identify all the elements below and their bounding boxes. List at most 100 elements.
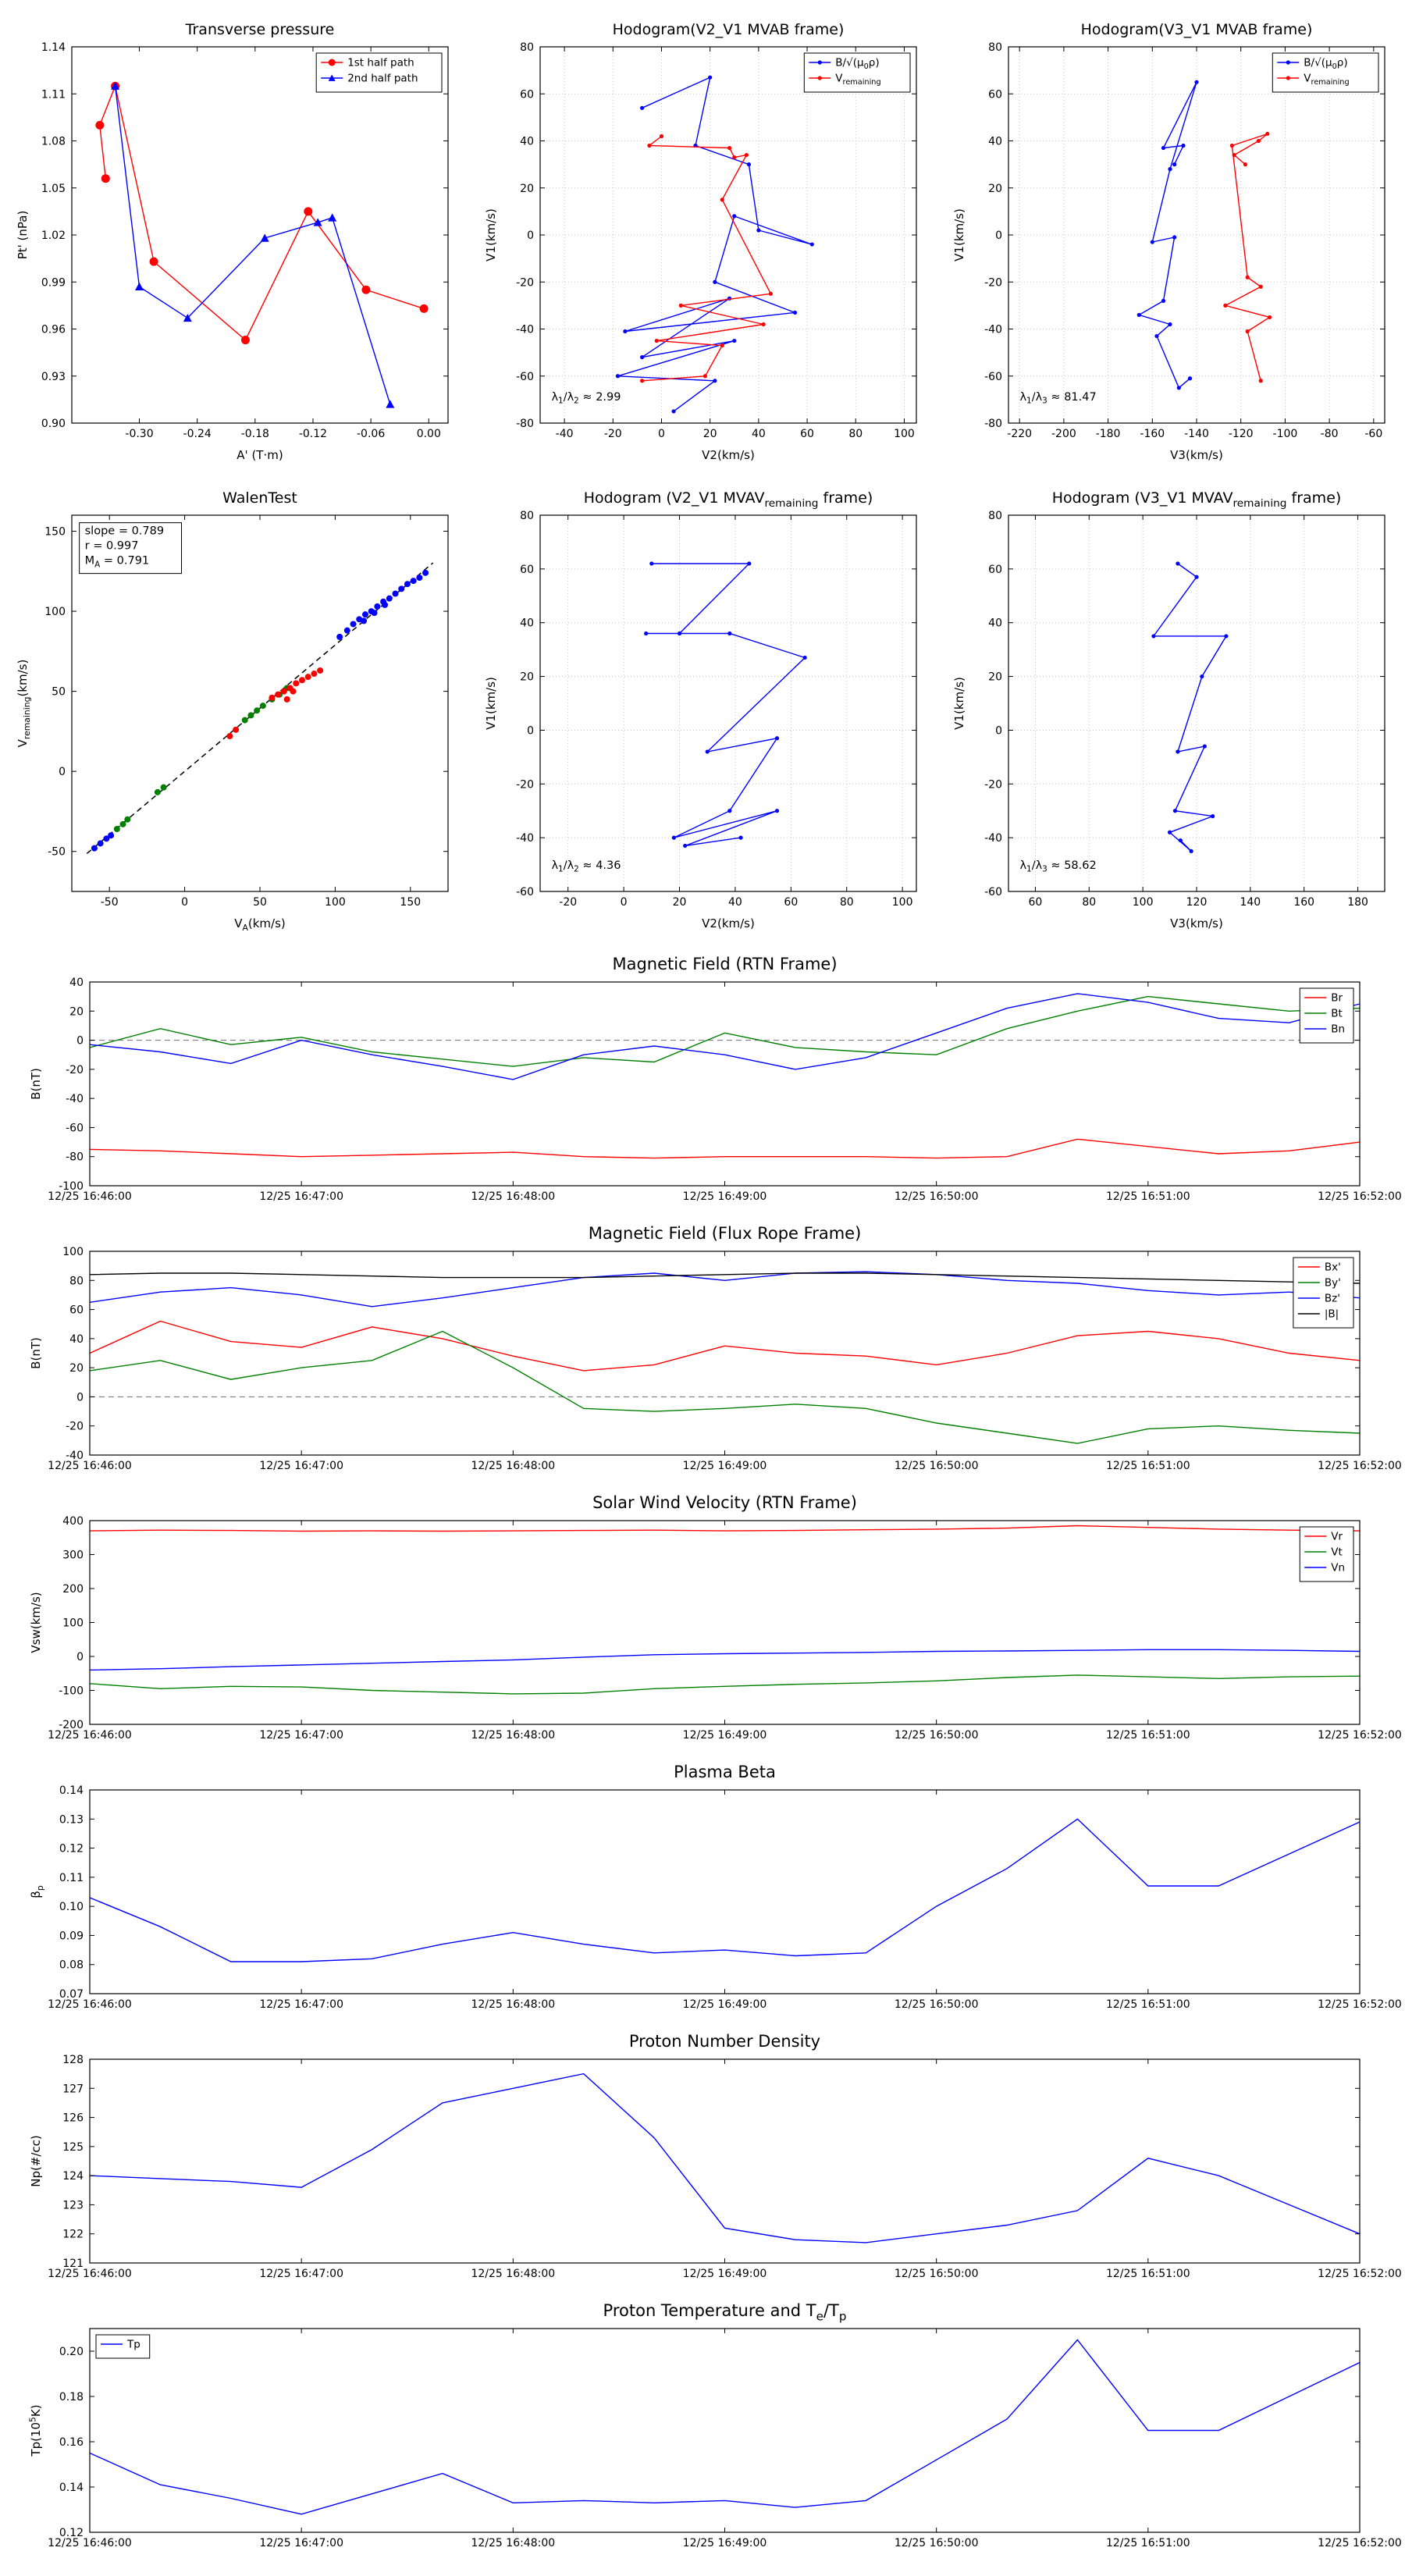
svg-text:-100: -100 <box>59 1685 84 1698</box>
svg-text:121: 121 <box>62 2258 84 2270</box>
svg-text:1.02: 1.02 <box>41 229 66 242</box>
svg-text:12/25 16:52:00: 12/25 16:52:00 <box>1318 2268 1402 2280</box>
svg-text:1.11: 1.11 <box>41 88 66 101</box>
svg-text:-20: -20 <box>516 276 534 289</box>
svg-text:300: 300 <box>62 1550 84 1562</box>
svg-text:Vn: Vn <box>1331 1562 1345 1574</box>
svg-text:100: 100 <box>894 428 915 440</box>
timeseries-stack: 12/25 16:46:00 12/25 16:47:00 12/25 16:48:… <box>0 948 1405 2564</box>
svg-text:Tp: Tp <box>126 2339 140 2351</box>
svg-text:0: 0 <box>76 1391 84 1404</box>
svg-text:Br: Br <box>1331 992 1343 1005</box>
svg-text:12/25 16:52:00: 12/25 16:52:00 <box>1318 1998 1402 2011</box>
svg-text:-40: -40 <box>984 832 1002 845</box>
chart-plasma-beta: 12/25 16:46:00 12/25 16:47:00 12/25 16:48:… <box>0 1756 1405 2025</box>
chart-hodogram-v3v1-mvab: -220 -200 -180 -160 -140 -120 -100 -80 -60 -80 -60… <box>937 11 1405 471</box>
svg-text:Proton Number Density: Proton Number Density <box>629 2032 820 2051</box>
chart-svg-hodogram-v3v1-mvab: -220 -200 -180 -160 -140 -120 -100 -80 -60-80-60… <box>952 21 1385 462</box>
svg-text:Magnetic Field (RTN Frame): Magnetic Field (RTN Frame) <box>612 955 837 973</box>
svg-text:βp: βp <box>29 1885 45 1898</box>
chart-svg-hodogram-v3v1-mvav: 60 80 100 120 140 160 180 -60 -40 -20 0 20 40 60 80 Hod… <box>952 489 1385 930</box>
svg-text:60: 60 <box>988 88 1002 101</box>
svg-text:WalenTest: WalenTest <box>222 489 297 507</box>
chart-svg-transverse-pressure: -0.30 -0.24 -0.18 -0.12 -0.06 0.00 0.90 0.93 0.9… <box>16 21 449 462</box>
svg-text:-40: -40 <box>516 324 534 336</box>
svg-text:Vremaining(km/s): Vremaining(km/s) <box>16 660 32 748</box>
svg-text:B(nT): B(nT) <box>29 1337 43 1369</box>
svg-text:100: 100 <box>892 896 913 909</box>
svg-text:-80: -80 <box>66 1151 84 1164</box>
chart-walen-test: -50 0 50 100 150 -50 0 50 100 150 WalenTest VA(km/s… <box>0 479 468 940</box>
chart-svg-vsw: 12/25 16:46:00 12/25 16:47:00 12/25 16:48:… <box>29 1493 1402 1742</box>
svg-text:V1(km/s): V1(km/s) <box>484 208 498 262</box>
svg-text:12/25 16:49:00: 12/25 16:49:00 <box>683 1190 767 1203</box>
svg-text:Solar Wind Velocity (RTN Frame: Solar Wind Velocity (RTN Frame) <box>592 1493 857 1512</box>
svg-text:0.90: 0.90 <box>41 418 66 430</box>
svg-text:-60: -60 <box>516 371 534 383</box>
svg-text:-50: -50 <box>48 846 66 859</box>
svg-text:-0.18: -0.18 <box>241 428 269 440</box>
svg-text:Hodogram (V2_V1 MVAVremaining: Hodogram (V2_V1 MVAVremaining frame) <box>584 489 873 510</box>
svg-text:-160: -160 <box>1140 428 1165 440</box>
svg-text:0: 0 <box>76 1651 84 1663</box>
svg-text:125: 125 <box>62 2141 84 2154</box>
svg-text:12/25 16:47:00: 12/25 16:47:00 <box>259 2268 343 2280</box>
svg-text:Vr: Vr <box>1331 1531 1343 1543</box>
svg-text:-180: -180 <box>1096 428 1121 440</box>
svg-text:40: 40 <box>988 617 1002 630</box>
svg-text:60: 60 <box>784 896 798 909</box>
svg-text:12/25 16:51:00: 12/25 16:51:00 <box>1106 2537 1190 2549</box>
svg-text:-60: -60 <box>66 1122 84 1134</box>
svg-text:-20: -20 <box>984 778 1002 791</box>
svg-text:12/25 16:51:00: 12/25 16:51:00 <box>1106 1190 1190 1203</box>
svg-text:Proton Temperature and Te/Tp: Proton Temperature and Te/Tp <box>603 2301 847 2323</box>
svg-text:|B|: |B| <box>1325 1308 1339 1321</box>
svg-text:-100: -100 <box>1273 428 1298 440</box>
svg-text:12/25 16:47:00: 12/25 16:47:00 <box>259 1998 343 2011</box>
svg-text:V2(km/s): V2(km/s) <box>702 448 755 462</box>
svg-text:12/25 16:47:00: 12/25 16:47:00 <box>259 1729 343 1742</box>
svg-text:60: 60 <box>800 428 814 440</box>
svg-text:40: 40 <box>520 617 534 630</box>
svg-text:0: 0 <box>527 724 534 737</box>
chart-proton-number-density: 12/25 16:46:00 12/25 16:47:00 12/25 16:48:… <box>0 2025 1405 2294</box>
svg-text:60: 60 <box>988 564 1002 576</box>
svg-text:12/25 16:46:00: 12/25 16:46:00 <box>48 1729 132 1742</box>
svg-text:12/25 16:48:00: 12/25 16:48:00 <box>471 1460 555 1472</box>
svg-text:-80: -80 <box>1321 428 1339 440</box>
svg-text:Np(#/cc): Np(#/cc) <box>29 2135 43 2187</box>
svg-text:150: 150 <box>400 896 421 909</box>
svg-text:60: 60 <box>69 1304 84 1317</box>
svg-text:1.14: 1.14 <box>41 41 66 54</box>
svg-text:122: 122 <box>62 2229 84 2241</box>
svg-text:0: 0 <box>76 1035 84 1048</box>
svg-text:Bz': Bz' <box>1325 1293 1340 1305</box>
svg-text:Bn: Bn <box>1331 1023 1345 1036</box>
svg-text:150: 150 <box>44 526 66 539</box>
svg-text:12/25 16:49:00: 12/25 16:49:00 <box>683 1998 767 2011</box>
chart-svg-beta: 12/25 16:46:00 12/25 16:47:00 12/25 16:48:… <box>29 1763 1402 2011</box>
svg-text:60: 60 <box>520 88 534 101</box>
svg-text:12/25 16:51:00: 12/25 16:51:00 <box>1106 1460 1190 1472</box>
svg-text:0: 0 <box>59 766 66 778</box>
svg-text:100: 100 <box>62 1246 84 1258</box>
svg-text:Hodogram(V3_V1 MVAB frame): Hodogram(V3_V1 MVAB frame) <box>1081 21 1313 38</box>
chart-hodogram-v3v1-mvav: 60 80 100 120 140 160 180 -60 -40 -20 0 20 40 60 80 Hod… <box>937 479 1405 940</box>
svg-text:By': By' <box>1325 1277 1341 1290</box>
svg-text:0.96: 0.96 <box>41 324 66 336</box>
svg-text:80: 80 <box>988 41 1002 54</box>
svg-text:80: 80 <box>520 41 534 54</box>
svg-text:-100: -100 <box>59 1180 84 1193</box>
svg-text:12/25 16:48:00: 12/25 16:48:00 <box>471 1998 555 2011</box>
svg-text:V3(km/s): V3(km/s) <box>1170 916 1223 930</box>
svg-text:Vsw(km/s): Vsw(km/s) <box>29 1592 43 1653</box>
svg-text:20: 20 <box>520 671 534 684</box>
svg-text:12/25 16:50:00: 12/25 16:50:00 <box>895 1998 979 2011</box>
svg-text:-0.24: -0.24 <box>183 428 212 440</box>
svg-text:0.14: 0.14 <box>59 2482 84 2494</box>
svg-text:-60: -60 <box>984 886 1002 898</box>
svg-text:200: 200 <box>62 1583 84 1596</box>
svg-text:-50: -50 <box>101 896 119 909</box>
svg-text:12/25 16:51:00: 12/25 16:51:00 <box>1106 2268 1190 2280</box>
